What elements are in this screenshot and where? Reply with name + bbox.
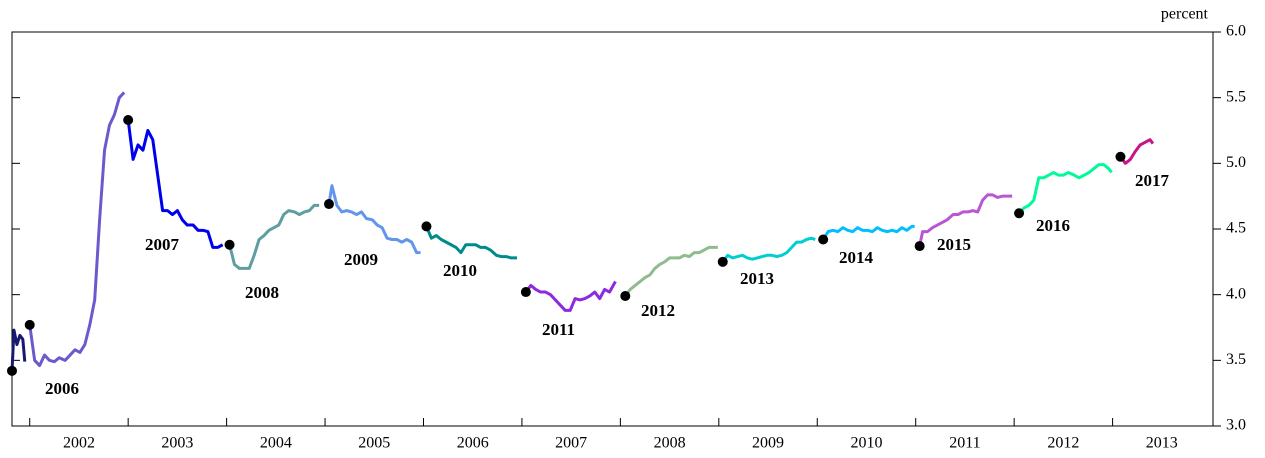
x-tick-label: 2002 <box>63 435 95 452</box>
y-axis-label: percent <box>1161 6 1209 23</box>
x-tick-label: 2011 <box>949 435 980 452</box>
series-label: 2011 <box>542 320 575 339</box>
series-label: 2013 <box>740 269 774 288</box>
start-dot <box>123 114 134 125</box>
x-tick-label: 2009 <box>752 435 784 452</box>
y-tick-label: 4.0 <box>1226 285 1246 302</box>
series-label: 2014 <box>839 248 874 267</box>
series-line <box>821 224 915 241</box>
series-line <box>228 203 320 270</box>
series-line <box>327 184 421 255</box>
series-line <box>28 91 126 368</box>
series-line <box>624 245 718 297</box>
series-label: 2008 <box>245 283 279 302</box>
series-label: 2016 <box>1036 216 1070 235</box>
start-dot <box>717 256 728 267</box>
series-line <box>721 236 816 263</box>
series-label: 2009 <box>344 250 378 269</box>
series-label: 2015 <box>937 235 971 254</box>
x-tick-label: 2007 <box>555 435 587 452</box>
start-dot <box>323 199 334 210</box>
series-label: 2006 <box>45 379 79 398</box>
series-line <box>918 193 1013 247</box>
start-dot <box>620 290 631 301</box>
series-label: 2010 <box>443 261 477 280</box>
series-label: 2017 <box>1135 171 1170 190</box>
x-tick-label: 2012 <box>1047 435 1079 452</box>
series-line <box>425 225 518 260</box>
series-line <box>1119 138 1155 165</box>
x-tick-label: 2010 <box>850 435 882 452</box>
plot-frame <box>11 31 1214 427</box>
x-tick-label: 2004 <box>260 435 292 452</box>
x-tick-label: 2008 <box>654 435 686 452</box>
x-tick-label: 2006 <box>457 435 489 452</box>
start-dot <box>1115 151 1126 162</box>
x-tick-label: 2013 <box>1146 435 1178 452</box>
series-line <box>126 119 224 249</box>
y-tick-label: 5.0 <box>1226 154 1246 171</box>
series-line <box>10 328 27 371</box>
y-tick-label: 5.5 <box>1226 88 1246 105</box>
start-dot <box>224 239 235 250</box>
series-label: 2012 <box>641 301 675 320</box>
start-dot <box>818 234 829 245</box>
start-dot <box>421 221 432 232</box>
series-label: 2007 <box>145 235 180 254</box>
start-dot <box>7 365 17 376</box>
y-tick-label: 3.5 <box>1226 351 1246 368</box>
y-tick-label: 6.0 <box>1226 23 1246 40</box>
y-tick-label: 4.5 <box>1226 220 1246 237</box>
start-dot <box>1014 208 1025 219</box>
y-tick-label: 3.0 <box>1226 417 1246 434</box>
x-tick-label: 2005 <box>358 435 390 452</box>
start-dot <box>914 241 925 252</box>
start-dot <box>24 319 35 330</box>
x-tick-label: 2003 <box>161 435 193 452</box>
start-dot <box>520 287 531 298</box>
series-line <box>1017 163 1113 215</box>
series-line <box>524 280 617 312</box>
